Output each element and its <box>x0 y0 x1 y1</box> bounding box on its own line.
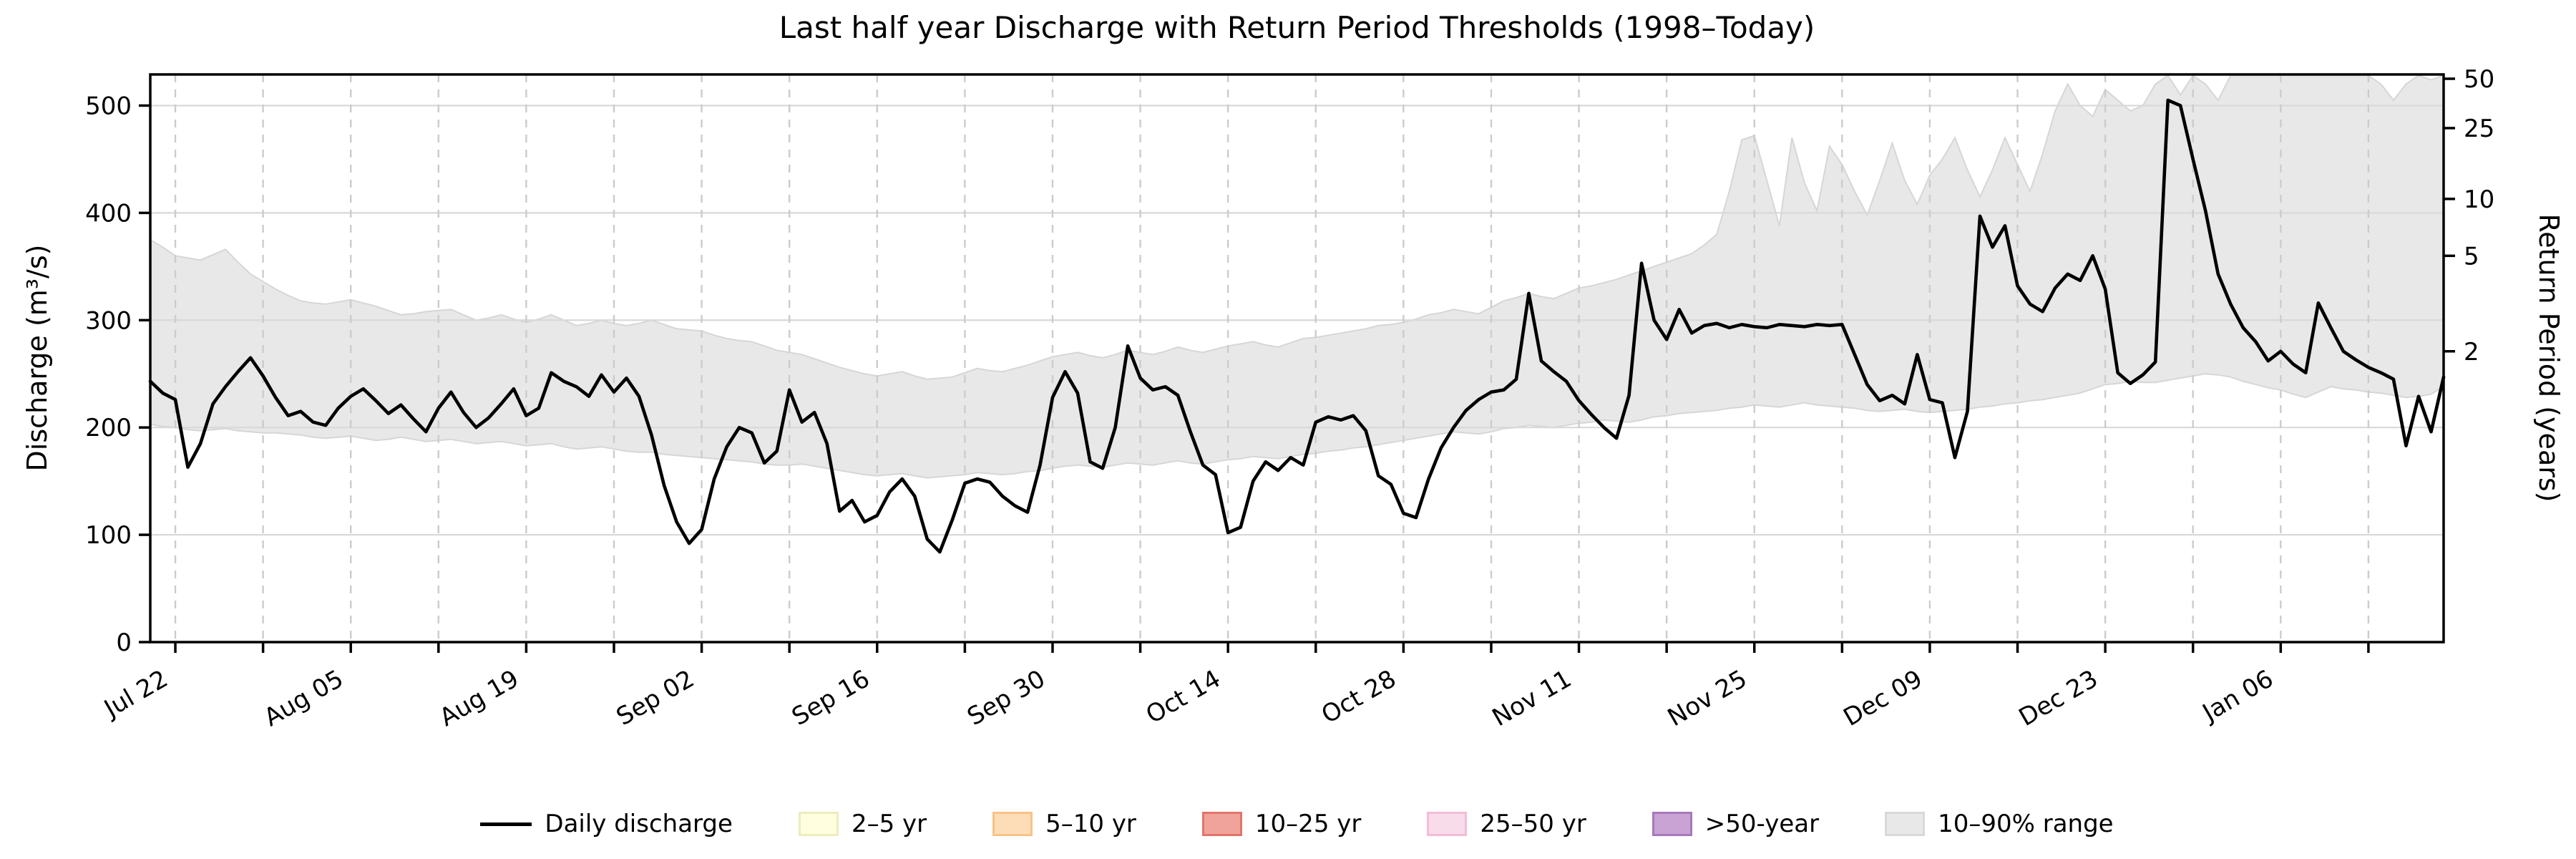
y-left-tick-label: 300 <box>85 306 132 335</box>
over-50yr-threshold-swatch <box>1652 812 1692 836</box>
legend-label: >50-year <box>1704 810 1820 838</box>
legend-label: 10–25 yr <box>1254 810 1362 838</box>
chart-legend: Daily discharge 2–5 yr 5–10 yr 10–25 yr … <box>150 799 2444 849</box>
y-right-tick-label: 10 <box>2464 185 2494 214</box>
x-tick-label: Aug 05 <box>259 664 348 732</box>
legend-item-2-5yr: 2–5 yr <box>798 810 927 838</box>
y-left-tick-label: 200 <box>85 414 132 442</box>
x-tick-label: Aug 19 <box>435 664 524 732</box>
legend-label: 5–10 yr <box>1045 810 1136 838</box>
x-tick-label: Jul 22 <box>98 664 172 724</box>
chart-title: Last half year Discharge with Return Per… <box>779 10 1815 45</box>
10-25yr-threshold-swatch <box>1201 812 1242 836</box>
x-tick-label: Jan 06 <box>2197 664 2278 728</box>
x-tick-label: Dec 23 <box>2014 664 2103 732</box>
y-right-tick-label: 5 <box>2464 242 2479 271</box>
legend-label: 25–50 yr <box>1480 810 1586 838</box>
25-50yr-threshold-swatch <box>1427 812 1468 836</box>
daily-discharge-line <box>148 98 2446 554</box>
y-right-tick-label: 25 <box>2464 115 2494 143</box>
x-tick-label: Sep 16 <box>787 664 874 732</box>
x-tick-label: Nov 11 <box>1488 664 1576 732</box>
5-10yr-threshold-swatch <box>992 812 1033 836</box>
x-tick-label: Oct 28 <box>1317 664 1401 729</box>
x-tick-label: Dec 09 <box>1839 664 1928 732</box>
legend-item-daily-discharge: Daily discharge <box>480 810 733 838</box>
x-tick-label: Oct 14 <box>1141 664 1226 729</box>
y-left-tick-label: 400 <box>85 199 132 228</box>
y-right-tick-label: 50 <box>2464 65 2494 94</box>
legend-label: Daily discharge <box>545 810 733 838</box>
y-left-tick-label: 0 <box>116 629 132 657</box>
x-tick-label: Sep 02 <box>612 664 699 732</box>
legend-item-10-90-range: 10–90% range <box>1885 810 2114 838</box>
plot-frame <box>149 73 2445 644</box>
legend-label: 2–5 yr <box>851 810 927 838</box>
daily-discharge-line-swatch <box>480 822 532 826</box>
2-5yr-threshold-swatch <box>798 812 839 836</box>
x-tick-label: Nov 25 <box>1663 664 1752 732</box>
10-90-range-swatch <box>1885 812 1926 836</box>
y-right-tick-label: 2 <box>2464 338 2479 367</box>
y-left-tick-label: 100 <box>85 521 132 550</box>
legend-item-5-10yr: 5–10 yr <box>992 810 1136 838</box>
legend-item-over-50yr: >50-year <box>1652 810 1819 838</box>
legend-item-25-50yr: 25–50 yr <box>1427 810 1586 838</box>
y-left-tick-label: 500 <box>85 92 132 120</box>
x-tick-label: Sep 30 <box>962 664 1050 732</box>
legend-label: 10–90% range <box>1938 810 2114 838</box>
legend-item-10-25yr: 10–25 yr <box>1201 810 1362 838</box>
percentile-band-fill <box>150 75 2444 478</box>
